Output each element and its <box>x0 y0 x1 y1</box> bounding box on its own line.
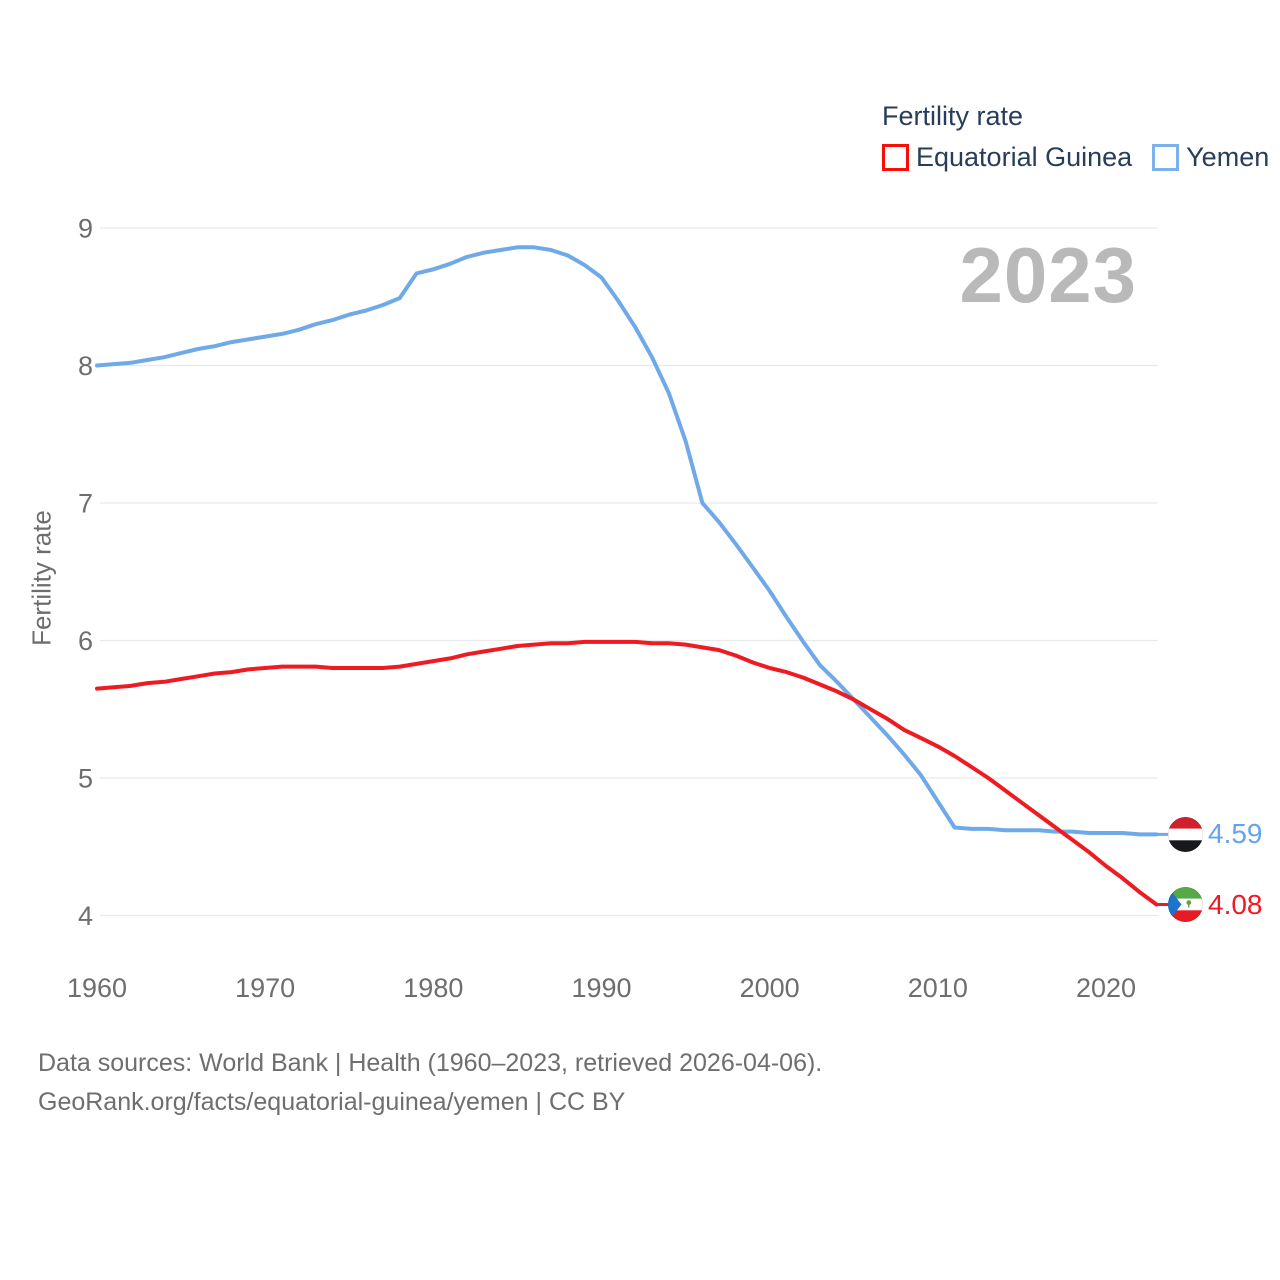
year-watermark: 2023 <box>959 231 1137 319</box>
series-line-equatorial-guinea <box>95 639 1159 907</box>
yemen-flag-icon <box>1168 816 1203 852</box>
y-tick-label-9: 9 <box>78 213 93 243</box>
x-tick-label-1990: 1990 <box>571 973 631 1003</box>
legend-item-yemen[interactable]: Yemen <box>1152 142 1269 173</box>
yemen-end-label: 4.59 <box>1168 816 1263 852</box>
equatorial-guinea-swatch-icon <box>882 144 909 171</box>
yemen-end-value: 4.59 <box>1208 818 1263 850</box>
legend-label-equatorial-guinea: Equatorial Guinea <box>916 142 1133 172</box>
footer-line-2: GeoRank.org/facts/equatorial-guinea/yeme… <box>38 1088 626 1116</box>
series-line-yemen <box>95 245 1159 837</box>
x-tick-label-2010: 2010 <box>908 973 968 1003</box>
footer-line-1: Data sources: World Bank | Health (1960–… <box>38 1049 823 1077</box>
y-tick-label-6: 6 <box>78 626 93 656</box>
x-tick-label-2000: 2000 <box>740 973 800 1003</box>
y-tick-label-8: 8 <box>78 351 93 381</box>
y-tick-label-7: 7 <box>78 488 93 518</box>
legend-title: Fertility rate <box>882 101 1024 131</box>
equatorial-guinea-flag-icon <box>1168 887 1203 922</box>
legend-item-equatorial-guinea[interactable]: Equatorial Guinea <box>882 142 1132 173</box>
legend-label-yemen: Yemen <box>1186 142 1270 172</box>
legend-row: Equatorial Guinea Yemen <box>882 142 1269 173</box>
x-tick-label-1960: 1960 <box>67 973 127 1003</box>
legend: Fertility rate Equatorial Guinea Yemen <box>882 101 1269 173</box>
x-tick-label-1980: 1980 <box>403 973 463 1003</box>
yemen-swatch-icon <box>1152 144 1180 171</box>
y-tick-label-5: 5 <box>78 763 93 793</box>
y-axis-title: Fertility rate <box>26 510 57 646</box>
equatorial-guinea-end-value: 4.08 <box>1208 888 1263 920</box>
y-tick-label-4: 4 <box>78 901 93 931</box>
x-tick-label-1970: 1970 <box>235 973 295 1003</box>
equatorial-guinea-end-label: 4.08 <box>1168 887 1263 923</box>
x-tick-label-2020: 2020 <box>1076 973 1136 1003</box>
data-sources-footer: Data sources: World Bank | Health (1960–… <box>38 1044 822 1122</box>
